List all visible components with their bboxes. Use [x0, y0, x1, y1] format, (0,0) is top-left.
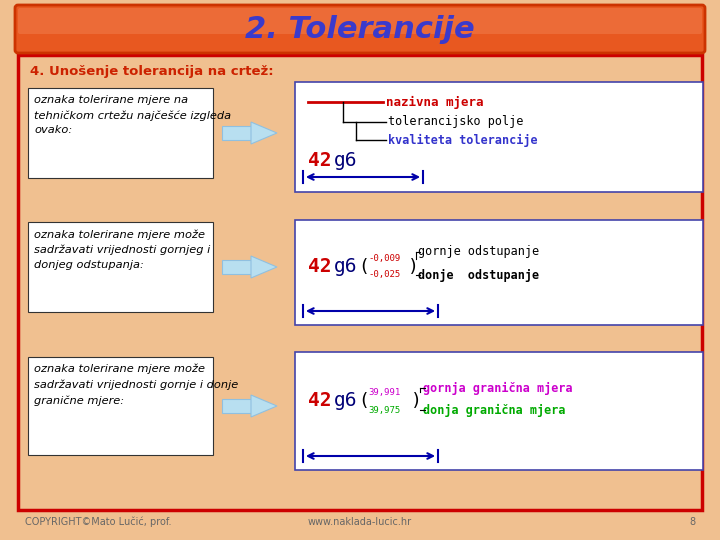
Text: 2. Tolerancije: 2. Tolerancije: [246, 15, 474, 44]
Polygon shape: [251, 256, 277, 278]
Text: donje  odstupanje: donje odstupanje: [418, 268, 539, 281]
Text: donja granična mjera: donja granična mjera: [423, 403, 565, 416]
Text: oznaka tolerirane mjere može
sadržavati vrijednosti gornje i donje
granične mjer: oznaka tolerirane mjere može sadržavati …: [34, 364, 238, 406]
FancyBboxPatch shape: [295, 220, 703, 325]
Text: COPYRIGHT©Mato Lučić, prof.: COPYRIGHT©Mato Lučić, prof.: [25, 517, 171, 527]
FancyBboxPatch shape: [28, 222, 213, 312]
FancyBboxPatch shape: [222, 126, 252, 140]
Text: 8: 8: [689, 517, 695, 527]
Text: oznaka tolerirane mjere može
sadržavati vrijednosti gornjeg i
donjeg odstupanja:: oznaka tolerirane mjere može sadržavati …: [34, 229, 210, 270]
Text: nazivna mjera: nazivna mjera: [386, 96, 484, 109]
Text: g6: g6: [334, 151, 358, 170]
Text: (: (: [358, 258, 369, 276]
Text: ): ): [411, 392, 422, 410]
FancyBboxPatch shape: [295, 352, 703, 470]
Text: 4. Unošenje tolerancija na crtež:: 4. Unošenje tolerancija na crtež:: [30, 65, 274, 78]
Text: ): ): [408, 258, 419, 276]
FancyBboxPatch shape: [18, 8, 702, 34]
FancyBboxPatch shape: [15, 5, 705, 53]
Text: g6: g6: [334, 258, 358, 276]
Text: gornje odstupanje: gornje odstupanje: [418, 246, 539, 259]
FancyBboxPatch shape: [18, 55, 702, 510]
FancyBboxPatch shape: [295, 82, 703, 192]
Text: -0,025: -0,025: [368, 271, 400, 280]
FancyBboxPatch shape: [222, 260, 252, 274]
Text: tolerancijsko polje: tolerancijsko polje: [388, 116, 523, 129]
Text: 42: 42: [308, 151, 331, 170]
Text: 39,991: 39,991: [368, 388, 400, 396]
Text: 42: 42: [308, 392, 331, 410]
Text: -0,009: -0,009: [368, 254, 400, 264]
Text: gornja granična mjera: gornja granična mjera: [423, 381, 572, 395]
FancyBboxPatch shape: [222, 399, 252, 413]
Text: oznaka tolerirane mjere na
tehničkom crtežu najčešće izgleda
ovako:: oznaka tolerirane mjere na tehničkom crt…: [34, 95, 231, 136]
Text: kvaliteta tolerancije: kvaliteta tolerancije: [388, 133, 538, 146]
FancyBboxPatch shape: [28, 357, 213, 455]
Polygon shape: [251, 395, 277, 417]
Polygon shape: [251, 122, 277, 144]
FancyBboxPatch shape: [28, 88, 213, 178]
Text: (: (: [358, 392, 369, 410]
Text: 39,975: 39,975: [368, 406, 400, 415]
Text: g6: g6: [334, 392, 358, 410]
Text: www.naklada-lucic.hr: www.naklada-lucic.hr: [308, 517, 412, 527]
Text: 42: 42: [308, 258, 331, 276]
